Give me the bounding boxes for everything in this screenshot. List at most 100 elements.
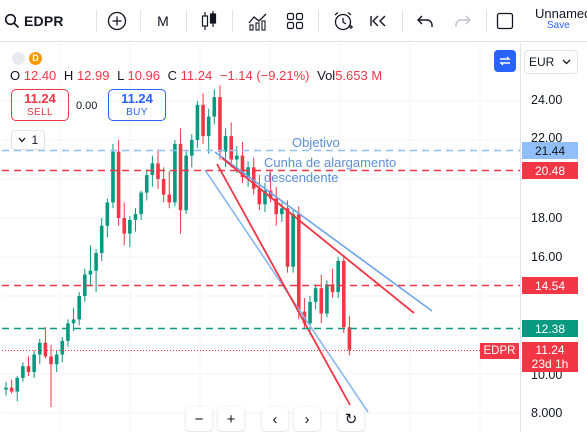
candle-body: [105, 202, 110, 226]
buy-button[interactable]: 11.24 BUY: [108, 89, 166, 121]
nav-spacer: [250, 407, 256, 431]
square-icon: [496, 12, 514, 30]
templates-button[interactable]: [282, 6, 308, 36]
close-value: 11.24: [180, 68, 213, 83]
candle-body: [274, 198, 279, 215]
candle-body: [342, 260, 346, 328]
candle-body: [116, 151, 121, 218]
candle-body: [173, 143, 177, 203]
search-icon: [4, 13, 20, 29]
candle-body: [280, 208, 284, 215]
candle-body: [325, 284, 329, 314]
candle-body: [285, 208, 290, 267]
scroll-right-button[interactable]: ›: [294, 407, 320, 431]
zoom-out-button[interactable]: −: [186, 407, 212, 431]
candle-body: [71, 319, 76, 324]
symbol-search[interactable]: EDPR: [4, 6, 84, 36]
candle-body: [88, 270, 93, 275]
price-chart[interactable]: Objetivo Cunha de alargamento descendent…: [0, 43, 587, 432]
layout-name-button[interactable]: Unnamed Save: [535, 7, 587, 32]
candle-body: [223, 136, 228, 152]
alert-button[interactable]: [330, 6, 356, 36]
trade-panel-toggle[interactable]: [494, 50, 516, 72]
candle-body: [15, 377, 20, 392]
level-tag[interactable]: 21.44: [522, 142, 578, 159]
divider: [318, 10, 319, 32]
candle-body: [212, 97, 217, 117]
candle-body: [296, 214, 301, 312]
sell-button[interactable]: 11.24 SELL: [11, 89, 69, 121]
candles-icon: [201, 11, 217, 30]
symbol-price-tag: EDPR: [480, 343, 519, 359]
level-tag[interactable]: 12.38: [522, 320, 578, 337]
open-label: O: [10, 68, 21, 83]
price-tick: 18.00: [531, 211, 563, 225]
nav-spacer: [326, 407, 332, 431]
quantity-value: 1: [31, 133, 39, 147]
candle-body: [347, 327, 352, 350]
candle-body: [37, 342, 42, 355]
zoom-in-button[interactable]: +: [218, 407, 244, 431]
candle-body: [336, 260, 340, 293]
low-value: 10.96: [127, 68, 161, 83]
candle-body: [257, 188, 262, 205]
last-price-tag: 11.24 23d 1h: [522, 342, 578, 372]
candle-body: [319, 288, 324, 314]
divider: [232, 10, 233, 32]
price-tick: 24.00: [531, 93, 563, 107]
divider: [140, 10, 141, 32]
candles: [4, 85, 352, 408]
symbol-name: EDPR: [24, 13, 64, 29]
compare-button[interactable]: [104, 6, 130, 36]
swap-icon: [499, 56, 511, 66]
reset-chart-button[interactable]: ↻: [338, 407, 364, 431]
candle-body: [21, 366, 25, 378]
candle-body: [161, 179, 166, 195]
wedge-label-line2: descendente: [264, 170, 338, 185]
divider: [186, 10, 187, 32]
layout-checkbox[interactable]: [494, 6, 516, 36]
divider: [486, 10, 487, 32]
open-value: 12.40: [23, 68, 57, 83]
horizontal-lines: [2, 149, 520, 351]
chevron-down-icon: [562, 59, 571, 65]
currency-value: EUR: [529, 55, 555, 69]
candle-body: [49, 356, 53, 365]
candle-body: [128, 219, 132, 234]
volume-value: 5.653 M: [335, 68, 383, 83]
wedge-lower-red-line: [216, 163, 351, 406]
high-label: H: [63, 68, 74, 83]
level-tag[interactable]: 20.48: [522, 162, 578, 179]
replay-button[interactable]: [366, 6, 392, 36]
candle-body: [263, 190, 267, 205]
candle-body: [308, 301, 312, 324]
bar-countdown: 23d 1h: [531, 357, 569, 371]
change-value: −1.14 (−9.21%): [219, 68, 310, 83]
candle-body: [240, 155, 245, 178]
candle-body: [246, 167, 250, 178]
data-delay-badge[interactable]: D: [29, 52, 42, 65]
quantity-selector[interactable]: 1: [11, 130, 45, 150]
candle-body: [206, 116, 211, 137]
buy-label: BUY: [126, 107, 148, 118]
undo-button[interactable]: [412, 6, 438, 36]
currency-select[interactable]: EUR: [524, 50, 578, 74]
indicators-button[interactable]: [244, 6, 272, 36]
candle-body: [201, 104, 205, 137]
candle-body: [218, 97, 222, 152]
legend: D: [10, 52, 42, 65]
divider: [96, 10, 97, 32]
candle-body: [9, 387, 14, 392]
objetivo-label: Objetivo: [292, 135, 340, 150]
status-dot: [12, 52, 25, 65]
low-label: L: [117, 68, 124, 83]
scroll-left-button[interactable]: ‹: [262, 407, 288, 431]
rewind-icon: [370, 15, 386, 27]
redo-button[interactable]: [450, 6, 476, 36]
candle-body: [167, 194, 172, 203]
candle-body: [83, 274, 87, 296]
candle-body: [26, 366, 31, 373]
chart-type-button[interactable]: [196, 6, 222, 36]
interval-button[interactable]: M: [157, 13, 169, 29]
level-tag[interactable]: 14.54: [522, 277, 578, 294]
